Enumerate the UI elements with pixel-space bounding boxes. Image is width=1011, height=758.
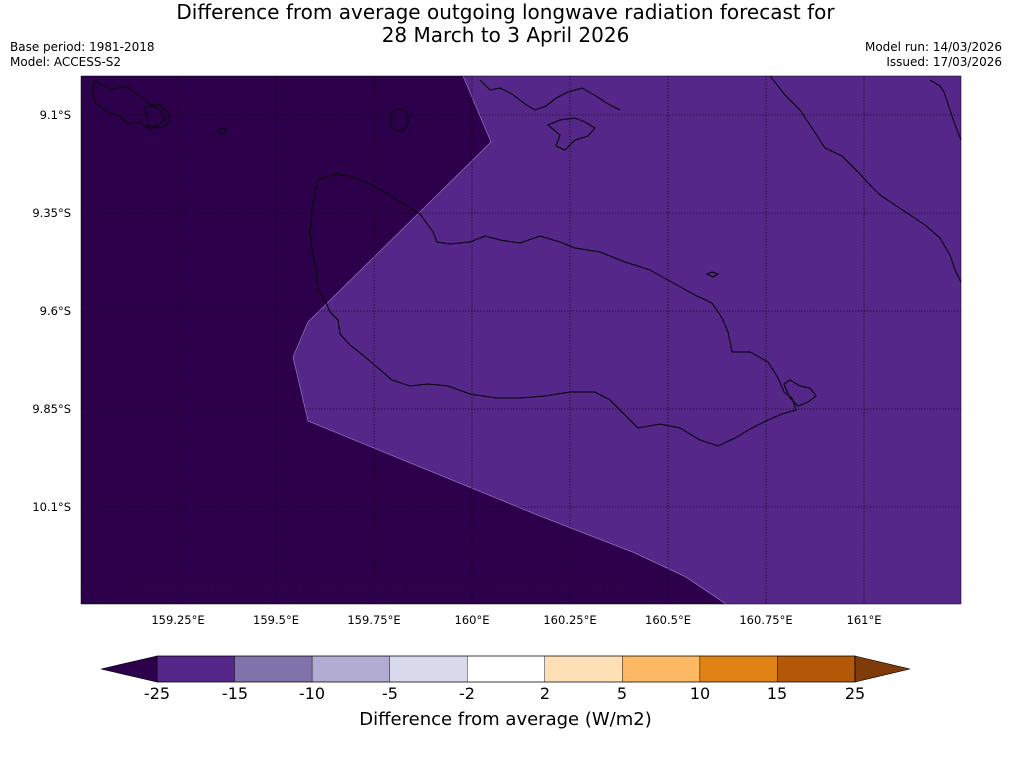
lon-label-161: 161°E (846, 613, 882, 627)
malaita-coastline (769, 75, 962, 283)
chart-title: Difference from average outgoing longwav… (176, 0, 835, 47)
colorbar-tick-label: 2 (539, 684, 551, 703)
map-border (80, 75, 962, 605)
northeast-islets (929, 79, 962, 141)
lon-label-160-5: 160.5°E (645, 613, 691, 627)
base-period-text: Base period: 1981-2018 (10, 40, 155, 54)
colorbar-outline (156, 655, 856, 683)
coastlines (91, 75, 962, 447)
lat-label-9-6: 9.6°S (39, 304, 71, 318)
meta-left: Base period: 1981-2018 Model: ACCESS-S2 (10, 40, 155, 70)
colorbar-swatch (622, 655, 701, 683)
colorbar-swatch (699, 655, 778, 683)
colorbar-over-arrow (854, 655, 911, 683)
meta-right: Model run: 14/03/2026 Issued: 17/03/2026 (865, 40, 1002, 70)
lat-label-9-85: 9.85°S (32, 402, 71, 416)
lon-label-159-5: 159.5°E (253, 613, 299, 627)
lon-label-160: 160°E (454, 613, 490, 627)
colorbar-title: Difference from average (W/m2) (359, 709, 652, 730)
colorbar-swatch (777, 655, 856, 683)
colorbar-swatch (544, 655, 623, 683)
colorbar-tick-label: -2 (459, 684, 475, 703)
region-boundary-highlight (292, 75, 727, 605)
model-text: Model: ACCESS-S2 (10, 55, 122, 69)
colorbar-tick-label: -10 (298, 684, 326, 703)
cape-detail (783, 379, 817, 407)
russell-islands (91, 79, 166, 131)
lon-label-160-25: 160.25°E (543, 613, 597, 627)
colorbar-tick-label: 5 (616, 684, 628, 703)
colorbar-swatch (311, 655, 390, 683)
lon-label-160-75: 160.75°E (739, 613, 793, 627)
small-islet-west (217, 127, 227, 135)
copyright-text: © Commonwealth of Australia 2026, Bureau… (121, 580, 627, 594)
colorbar-tick-label: -25 (143, 684, 171, 703)
colorbar-under-arrow (100, 655, 158, 683)
savo-island (389, 108, 409, 132)
colorbar-swatch (234, 655, 313, 683)
issued-text: Issued: 17/03/2026 (886, 55, 1002, 69)
anomaly-region-dark (81, 76, 726, 604)
guadalcanal-coastline (309, 173, 797, 447)
lat-label-9-35: 9.35°S (32, 206, 71, 220)
colorbar (100, 655, 911, 683)
colorbar-swatch (156, 655, 235, 683)
colorbar-swatches (156, 655, 856, 683)
colorbar-tick-label: 10 (689, 684, 711, 703)
model-run-text: Model run: 14/03/2026 (864, 40, 1002, 54)
northern-coast (479, 79, 621, 111)
map-panel (81, 75, 961, 605)
colorbar-swatch (389, 655, 468, 683)
lat-label-10-1: 10.1°S (32, 500, 71, 514)
graticule (81, 76, 961, 604)
lon-label-159-25: 159.25°E (151, 613, 205, 627)
small-island (705, 271, 720, 278)
colorbar-tick-label: -15 (221, 684, 249, 703)
colorbar-tick-label: -5 (382, 684, 398, 703)
colorbar-tick-label: 25 (844, 684, 866, 703)
russell-islands-east (144, 103, 171, 129)
colorbar-tick-label: 15 (766, 684, 788, 703)
lat-label-9-1: 9.1°S (39, 108, 71, 122)
florida-islands (547, 117, 596, 151)
colorbar-swatch (467, 655, 545, 683)
lon-label-159-75: 159.75°E (347, 613, 401, 627)
